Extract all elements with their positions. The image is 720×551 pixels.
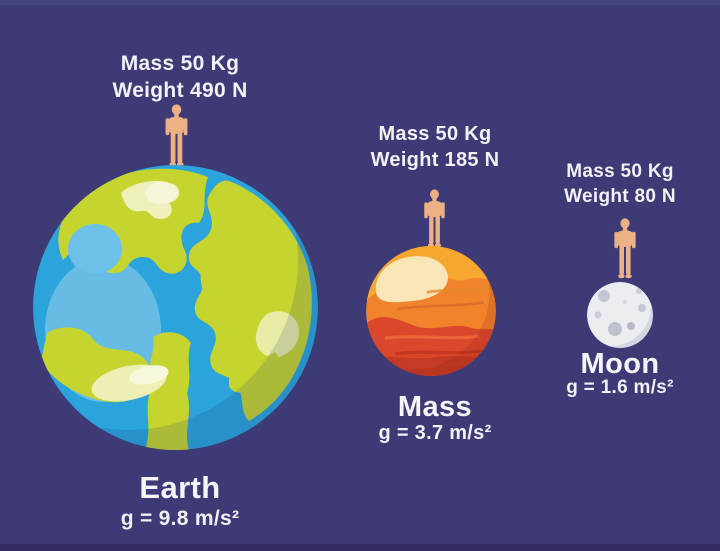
mars-illustration xyxy=(366,246,496,376)
moon-weight-text: Weight 80 N xyxy=(564,186,676,207)
person-on-mars-icon xyxy=(424,189,445,248)
moon-mass-text: Mass 50 Kg xyxy=(566,161,674,182)
earth-name-label: Earth xyxy=(139,470,221,505)
mars-gravity-label: g = 3.7 m/s² xyxy=(378,422,492,444)
mars-mass-text: Mass 50 Kg xyxy=(378,123,492,145)
top-sheen xyxy=(0,0,720,5)
earth-stats: Mass 50 Kg Weight 490 N xyxy=(55,50,305,104)
mars-stats: Mass 50 Kg Weight 185 N xyxy=(315,121,555,173)
moon-name-label: Moon xyxy=(580,348,660,380)
earth-mass-text: Mass 50 Kg xyxy=(120,52,240,75)
earth-weight-text: Weight 490 N xyxy=(112,79,248,102)
mars-weight-text: Weight 185 N xyxy=(370,149,500,171)
moon-stats: Mass 50 Kg Weight 80 N xyxy=(515,159,720,209)
bottom-strip xyxy=(0,544,720,551)
earth-illustration xyxy=(33,165,318,450)
person-on-earth-icon xyxy=(165,104,188,167)
moon-illustration xyxy=(587,282,653,348)
earth-gravity-label: g = 9.8 m/s² xyxy=(120,507,240,530)
moon-gravity-label: g = 1.6 m/s² xyxy=(566,377,674,398)
mars-name-label: Mass xyxy=(397,391,473,423)
person-on-moon-icon xyxy=(614,218,636,279)
